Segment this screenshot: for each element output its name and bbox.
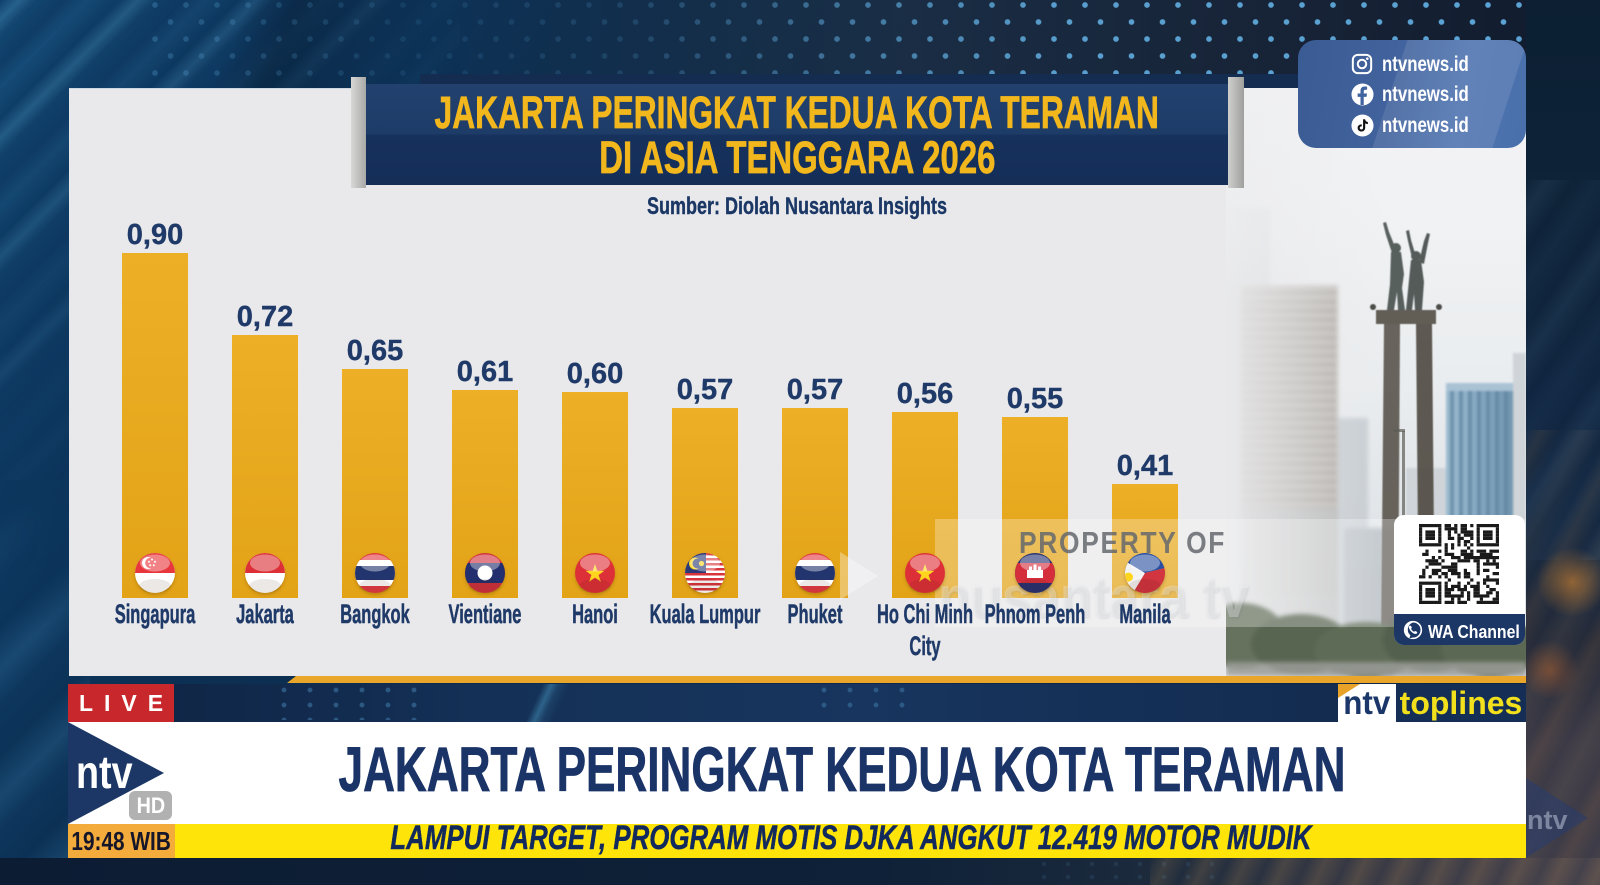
svg-text:ntv: ntv [1527,805,1568,835]
svg-text:ntv: ntv [76,746,133,797]
